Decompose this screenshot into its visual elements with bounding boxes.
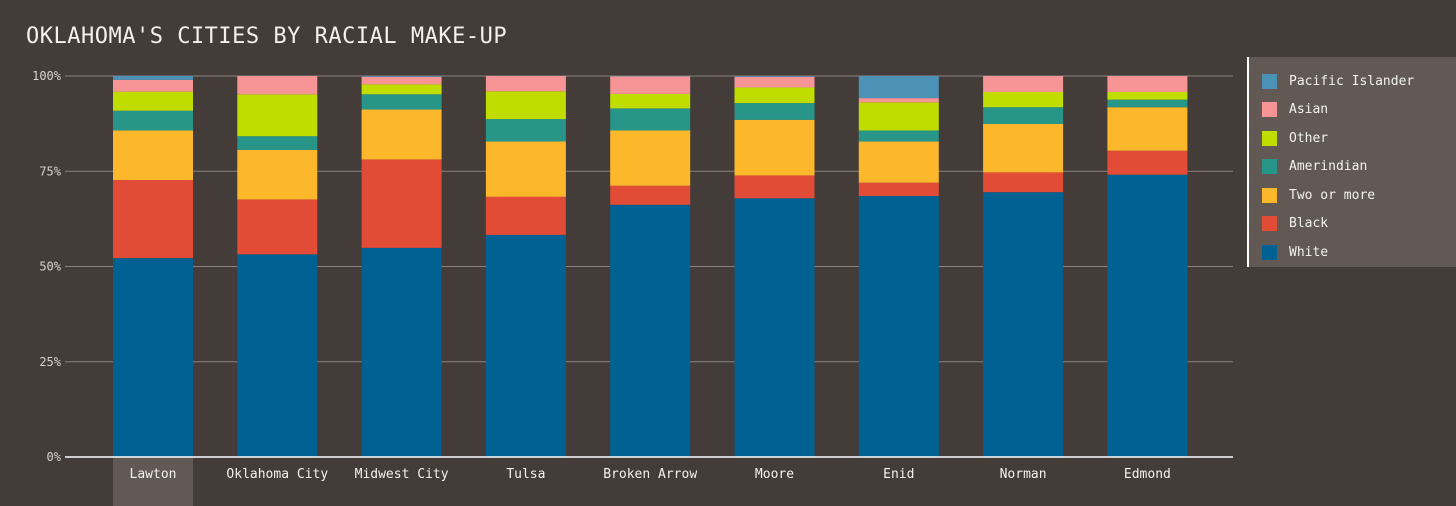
legend-swatch bbox=[1262, 187, 1277, 203]
bar-segment[interactable] bbox=[237, 199, 318, 255]
bar-segment[interactable] bbox=[361, 159, 442, 248]
bar-segment[interactable] bbox=[361, 109, 442, 160]
bar-segment[interactable] bbox=[361, 247, 442, 457]
legend-label: Pacific Islander bbox=[1289, 73, 1415, 89]
legend-label: Other bbox=[1289, 130, 1329, 146]
category-highlight bbox=[113, 457, 193, 506]
bar-segment[interactable] bbox=[485, 91, 566, 120]
legend-swatch bbox=[1262, 244, 1277, 260]
chart-title: OKLAHOMA'S CITIES BY RACIAL MAKE-UP bbox=[26, 24, 508, 49]
bar-segment[interactable] bbox=[361, 76, 442, 77]
y-tick-label: 100% bbox=[32, 69, 62, 83]
bar-segment[interactable] bbox=[485, 119, 566, 142]
legend-item[interactable]: Black bbox=[1249, 210, 1456, 239]
x-category-label: Midwest City bbox=[355, 467, 449, 482]
bar-segment[interactable] bbox=[113, 110, 193, 131]
bar-segment[interactable] bbox=[734, 87, 815, 104]
legend-label: Black bbox=[1289, 216, 1329, 232]
bar-segment[interactable] bbox=[734, 175, 815, 199]
bar-segment[interactable] bbox=[237, 94, 318, 137]
legend-label: Asian bbox=[1289, 102, 1329, 118]
legend-swatch bbox=[1262, 159, 1277, 175]
bar-segment[interactable] bbox=[610, 108, 691, 131]
bar-segment[interactable] bbox=[485, 141, 566, 197]
bar-segment[interactable] bbox=[1107, 76, 1188, 93]
bar-segment[interactable] bbox=[485, 196, 566, 235]
bar-segment[interactable] bbox=[237, 149, 318, 200]
x-category-label: Norman bbox=[1000, 467, 1047, 482]
bar-segment[interactable] bbox=[983, 92, 1064, 108]
bar-segment[interactable] bbox=[858, 141, 939, 183]
bar-segment[interactable] bbox=[1107, 150, 1188, 175]
bar-segment[interactable] bbox=[858, 182, 939, 197]
bar-segment[interactable] bbox=[734, 76, 815, 88]
legend: Pacific Islander Asian Other Amerindian Two … bbox=[1247, 57, 1456, 267]
bar-segment[interactable] bbox=[237, 254, 318, 457]
legend-label: White bbox=[1289, 244, 1329, 260]
bar-segment[interactable] bbox=[610, 93, 691, 109]
y-tick-label: 25% bbox=[39, 355, 61, 369]
x-category-label: Broken Arrow bbox=[603, 467, 697, 482]
bar-segment[interactable] bbox=[1107, 107, 1188, 151]
legend-item[interactable]: White bbox=[1249, 238, 1456, 267]
bar-segment[interactable] bbox=[1107, 92, 1188, 100]
bar-segment[interactable] bbox=[858, 102, 939, 131]
legend-item[interactable]: Amerindian bbox=[1249, 153, 1456, 182]
bar-segment[interactable] bbox=[485, 76, 566, 92]
bar-segment[interactable] bbox=[983, 172, 1064, 193]
legend-item[interactable]: Asian bbox=[1249, 96, 1456, 125]
bar-segment[interactable] bbox=[858, 130, 939, 142]
x-category-label: Lawton bbox=[130, 467, 177, 482]
bar-segment[interactable] bbox=[1107, 174, 1188, 457]
bar-segment[interactable] bbox=[610, 76, 691, 94]
legend-item[interactable]: Pacific Islander bbox=[1249, 67, 1456, 96]
bar-segment[interactable] bbox=[113, 76, 193, 80]
bar-segment[interactable] bbox=[858, 76, 939, 99]
bar-segment[interactable] bbox=[113, 180, 193, 259]
bar-segment[interactable] bbox=[734, 103, 815, 120]
bar-segment[interactable] bbox=[237, 76, 318, 95]
bar-segment[interactable] bbox=[361, 94, 442, 110]
bar-segment[interactable] bbox=[113, 258, 193, 457]
legend-item[interactable]: Other bbox=[1249, 124, 1456, 153]
legend-label: Two or more bbox=[1289, 187, 1376, 203]
bar-segment[interactable] bbox=[1107, 99, 1188, 108]
bar-segment[interactable] bbox=[858, 98, 939, 103]
bar-segment[interactable] bbox=[858, 196, 939, 457]
bar-segment[interactable] bbox=[610, 204, 691, 457]
bar-segment[interactable] bbox=[983, 124, 1064, 173]
x-category-label: Enid bbox=[883, 467, 914, 482]
bar-segment[interactable] bbox=[610, 130, 691, 186]
legend-swatch bbox=[1262, 130, 1277, 146]
x-category-label: Tulsa bbox=[506, 467, 545, 482]
bar-segment[interactable] bbox=[734, 119, 815, 176]
legend-swatch bbox=[1262, 216, 1277, 232]
bar-segment[interactable] bbox=[485, 234, 566, 457]
bar-segment[interactable] bbox=[237, 136, 318, 150]
bar-segment[interactable] bbox=[983, 192, 1064, 457]
bar-segment[interactable] bbox=[610, 185, 691, 205]
bar-segment[interactable] bbox=[113, 91, 193, 111]
y-tick-label: 75% bbox=[39, 164, 61, 178]
x-category-label: Oklahoma City bbox=[226, 467, 328, 482]
legend-label: Amerindian bbox=[1289, 159, 1368, 175]
y-tick-label: 0% bbox=[47, 450, 62, 464]
bar-segment[interactable] bbox=[361, 76, 442, 85]
x-category-label: Edmond bbox=[1124, 467, 1171, 482]
bar-segment[interactable] bbox=[113, 79, 193, 92]
bar-segment[interactable] bbox=[361, 84, 442, 95]
legend-swatch bbox=[1262, 102, 1277, 118]
bar-segment[interactable] bbox=[113, 130, 193, 181]
bar-segment[interactable] bbox=[734, 76, 815, 77]
x-category-label: Moore bbox=[755, 467, 794, 482]
bar-segment[interactable] bbox=[983, 107, 1064, 125]
y-tick-label: 50% bbox=[39, 260, 61, 274]
legend-item[interactable]: Two or more bbox=[1249, 181, 1456, 210]
bar-segment[interactable] bbox=[734, 198, 815, 457]
legend-swatch bbox=[1262, 73, 1277, 89]
bar-segment[interactable] bbox=[983, 76, 1064, 93]
